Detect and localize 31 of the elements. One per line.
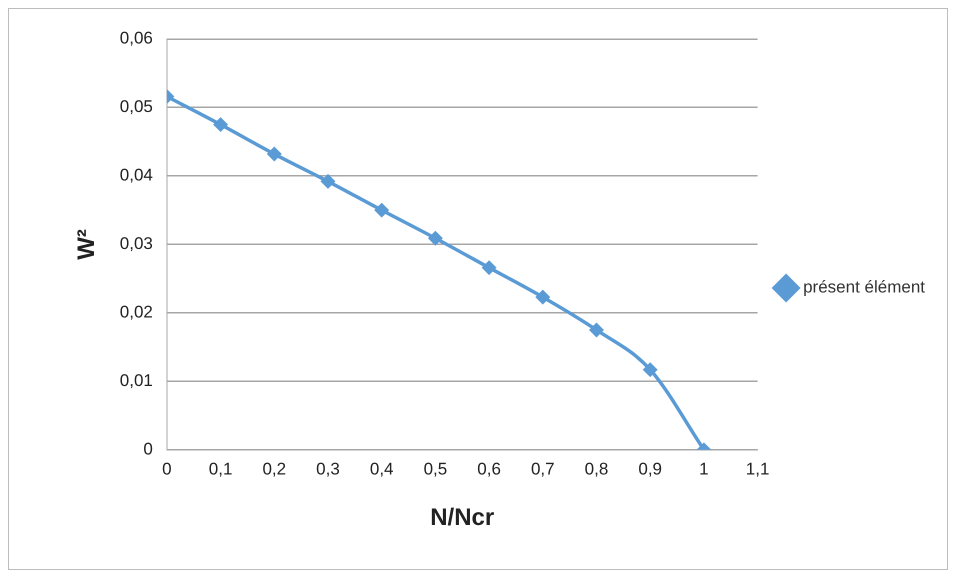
x-tick-label: 0,2: [262, 460, 286, 479]
x-tick-label: 0,3: [316, 460, 340, 479]
x-tick-label: 0,9: [638, 460, 662, 479]
x-tick-label: 1,1: [746, 460, 770, 479]
y-tick-label: 0,01: [120, 371, 153, 390]
x-axis-title: N/Ncr: [430, 504, 494, 532]
x-tick-label: 1: [699, 460, 709, 479]
x-tick-label: 0,1: [208, 460, 232, 479]
y-tick-label: 0,03: [120, 234, 153, 254]
point: [214, 118, 228, 132]
y-tick-label: 0,05: [120, 97, 153, 116]
point: [536, 290, 550, 304]
point: [428, 231, 442, 245]
x-tick-label: 0,8: [584, 460, 608, 479]
y-tick-label: 0,06: [120, 28, 153, 48]
y-tick-label: 0,02: [120, 302, 153, 322]
point: [643, 362, 657, 376]
point: [590, 323, 604, 337]
y-axis-title: W²: [73, 229, 100, 260]
x-tick-label: 0: [162, 460, 172, 479]
point: [321, 174, 335, 188]
y-tick-label: 0,04: [120, 166, 153, 185]
x-tick-label: 0,6: [477, 460, 501, 479]
x-tick-label: 0,5: [424, 460, 448, 479]
x-tick-label: 0,7: [530, 460, 555, 479]
point: [482, 260, 496, 274]
legend-label: présent élément: [803, 278, 926, 297]
y-tick-label: 0: [143, 439, 153, 458]
point: [268, 147, 282, 161]
point: [374, 203, 388, 217]
x-tick-label: 0,4: [370, 460, 394, 479]
